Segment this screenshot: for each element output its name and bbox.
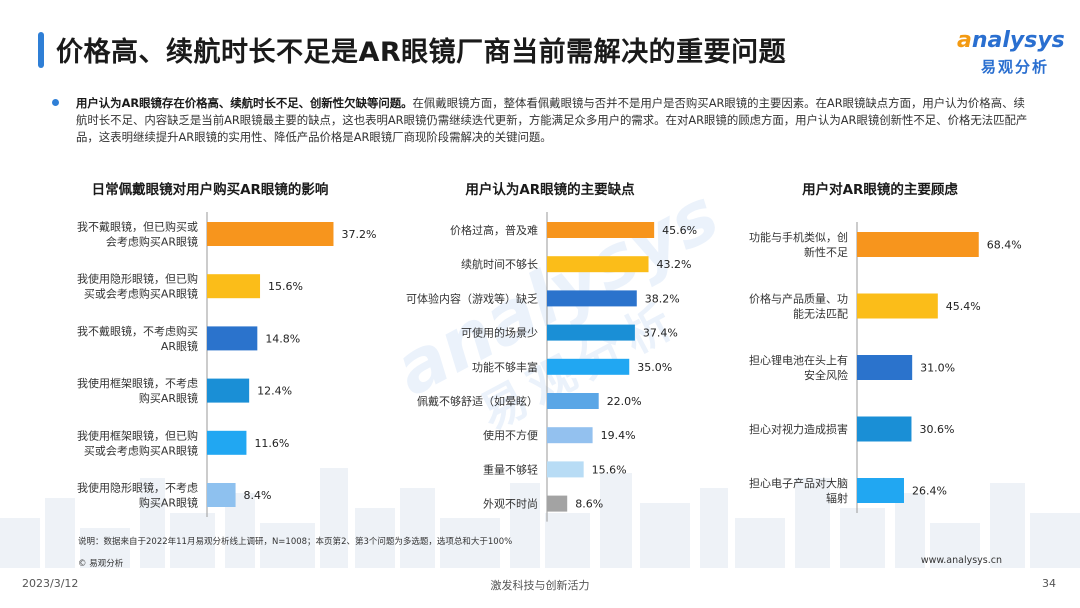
footer-date: 2023/3/12 bbox=[22, 577, 79, 590]
chart3-value-label-2: 45.4% bbox=[946, 300, 981, 313]
chart2-category-label-6: 佩戴不够舒适（如晕眩） bbox=[417, 394, 538, 408]
chart3-bar-1 bbox=[857, 232, 979, 257]
chart3-value-label-1: 68.4% bbox=[987, 239, 1022, 252]
note-text: 说明：数据来自于2022年11月易观分析线上调研，N=1008；本页第2、第3个… bbox=[78, 537, 513, 547]
chart2-title: 用户认为AR眼镜的主要缺点 bbox=[465, 182, 635, 198]
chart2-category-label-4: 可使用的场景少 bbox=[461, 326, 538, 340]
chart3-bar-2 bbox=[857, 293, 938, 319]
chart2-category-label-2: 续航时间不够长 bbox=[461, 257, 538, 271]
skyline-background bbox=[0, 468, 1080, 568]
chart2-value-label-2: 43.2% bbox=[657, 258, 692, 271]
chart2-bar-7 bbox=[547, 427, 593, 444]
chart2-value-label-9: 8.6% bbox=[575, 498, 603, 511]
chart2-value-label-7: 19.4% bbox=[601, 429, 636, 442]
chart2-bar-5 bbox=[547, 358, 630, 375]
chart3-category-label-4: 担心对视力造成损害 bbox=[749, 422, 848, 436]
logo-en: analysys bbox=[957, 28, 1065, 53]
chart2-bar-2 bbox=[547, 256, 649, 273]
chart2-value-label-8: 15.6% bbox=[592, 463, 627, 476]
summary-text: 在佩戴眼镜方面，整体看佩戴眼镜与否并不是用户是否购买AR眼镜的主要因素。在AR眼… bbox=[76, 96, 1028, 144]
chart1-category-label-6: 我使用隐形眼镜，不考虑购买AR眼镜 bbox=[77, 481, 198, 510]
summary-bullet: 用户认为AR眼镜存在价格高、续航时长不足、创新性欠缺等问题。在佩戴眼镜方面，整体… bbox=[76, 95, 1031, 146]
logo-en-rest: nalysys bbox=[971, 28, 1065, 53]
logo-cn: 易观分析 bbox=[981, 58, 1050, 76]
chart3-bar-3 bbox=[857, 355, 913, 380]
chart2-bar-9 bbox=[547, 495, 568, 512]
chart3-bar-4 bbox=[857, 416, 912, 442]
chart2-value-label-3: 38.2% bbox=[645, 292, 680, 305]
chart2-category-label-1: 价格过高，普及难 bbox=[450, 223, 538, 237]
chart1-category-label-4: 我使用框架眼镜，不考虑购买AR眼镜 bbox=[77, 376, 198, 405]
chart1-value-label-1: 37.2% bbox=[341, 228, 376, 241]
chart1-value-label-6: 8.4% bbox=[244, 489, 272, 502]
bullet-dot bbox=[52, 99, 59, 106]
chart1-category-label-3: 我不戴眼镜，不考虑购买 AR眼镜 bbox=[77, 324, 198, 353]
chart2-category-label-9: 外观不时尚 bbox=[483, 497, 538, 511]
chart1-bar-5 bbox=[207, 430, 247, 455]
analysys-logo: analysys 易观分析 bbox=[955, 28, 1067, 78]
page-title: 价格高、续航时长不足是AR眼镜厂商当前需解决的重要问题 bbox=[56, 37, 787, 68]
chart2-category-label-7: 使用不方便 bbox=[483, 428, 538, 442]
chart3-value-label-3: 31.0% bbox=[920, 362, 955, 375]
chart1-value-label-5: 11.6% bbox=[254, 437, 289, 450]
chart2-bar-8 bbox=[547, 461, 584, 478]
chart1-bar-2 bbox=[207, 274, 261, 299]
summary-bold: 用户认为AR眼镜存在价格高、续航时长不足、创新性欠缺等问题。 bbox=[76, 96, 413, 110]
footer-slogan: 激发科技与创新活力 bbox=[490, 579, 590, 592]
chart1-title: 日常佩戴眼镜对用户购买AR眼镜的影响 bbox=[91, 182, 329, 198]
chart3-value-label-5: 26.4% bbox=[912, 485, 947, 498]
chart1-value-label-2: 15.6% bbox=[268, 280, 303, 293]
chart3-value-label-4: 30.6% bbox=[919, 423, 954, 436]
source-text: © 易观分析 bbox=[78, 559, 124, 569]
chart3-category-label-1: 功能与手机类似，创新性不足 bbox=[749, 230, 848, 259]
chart2-value-label-1: 45.6% bbox=[662, 224, 697, 237]
footer-page-number: 34 bbox=[1042, 577, 1056, 590]
chart2-bar-6 bbox=[547, 393, 599, 409]
chart1-bar-4 bbox=[207, 378, 250, 403]
chart3-category-label-3: 担心锂电池在头上有安全风险 bbox=[749, 353, 848, 382]
logo-en-prefix: a bbox=[957, 28, 972, 53]
chart1-bar-3 bbox=[207, 326, 258, 351]
chart2-category-label-3: 可体验内容（游戏等）缺乏 bbox=[406, 291, 538, 305]
chart3-title: 用户对AR眼镜的主要顾虑 bbox=[802, 182, 958, 198]
chart2-bar-3 bbox=[547, 290, 637, 307]
title-accent-bar bbox=[38, 32, 44, 68]
website-text: www.analysys.cn bbox=[920, 555, 1002, 566]
chart1-category-label-1: 我不戴眼镜，但已购买或会考虑购买AR眼镜 bbox=[77, 220, 198, 249]
chart1-value-label-4: 12.4% bbox=[257, 385, 292, 398]
chart2-category-label-5: 功能不够丰富 bbox=[472, 360, 538, 374]
chart2-bar-4 bbox=[547, 324, 635, 341]
chart2-value-label-4: 37.4% bbox=[643, 327, 678, 340]
chart3-category-label-2: 价格与产品质量、功能无法匹配 bbox=[749, 292, 848, 321]
chart2-value-label-6: 22.0% bbox=[607, 395, 642, 408]
chart3-category-label-5: 担心电子产品对大脑辐射 bbox=[749, 476, 848, 505]
chart1-bar-1 bbox=[207, 222, 334, 246]
chart2-value-label-5: 35.0% bbox=[637, 361, 672, 374]
chart1-category-label-5: 我使用框架眼镜，但已购买或会考虑购买AR眼镜 bbox=[77, 428, 198, 457]
chart1-value-label-3: 14.8% bbox=[265, 332, 300, 345]
chart2-bar-1 bbox=[547, 222, 655, 238]
chart3-bar-5 bbox=[857, 478, 904, 503]
chart1-category-label-2: 我使用隐形眼镜，但已购买或会考虑购买AR眼镜 bbox=[77, 272, 198, 301]
chart1-bar-6 bbox=[207, 483, 236, 507]
chart2-category-label-8: 重量不够轻 bbox=[483, 462, 538, 476]
